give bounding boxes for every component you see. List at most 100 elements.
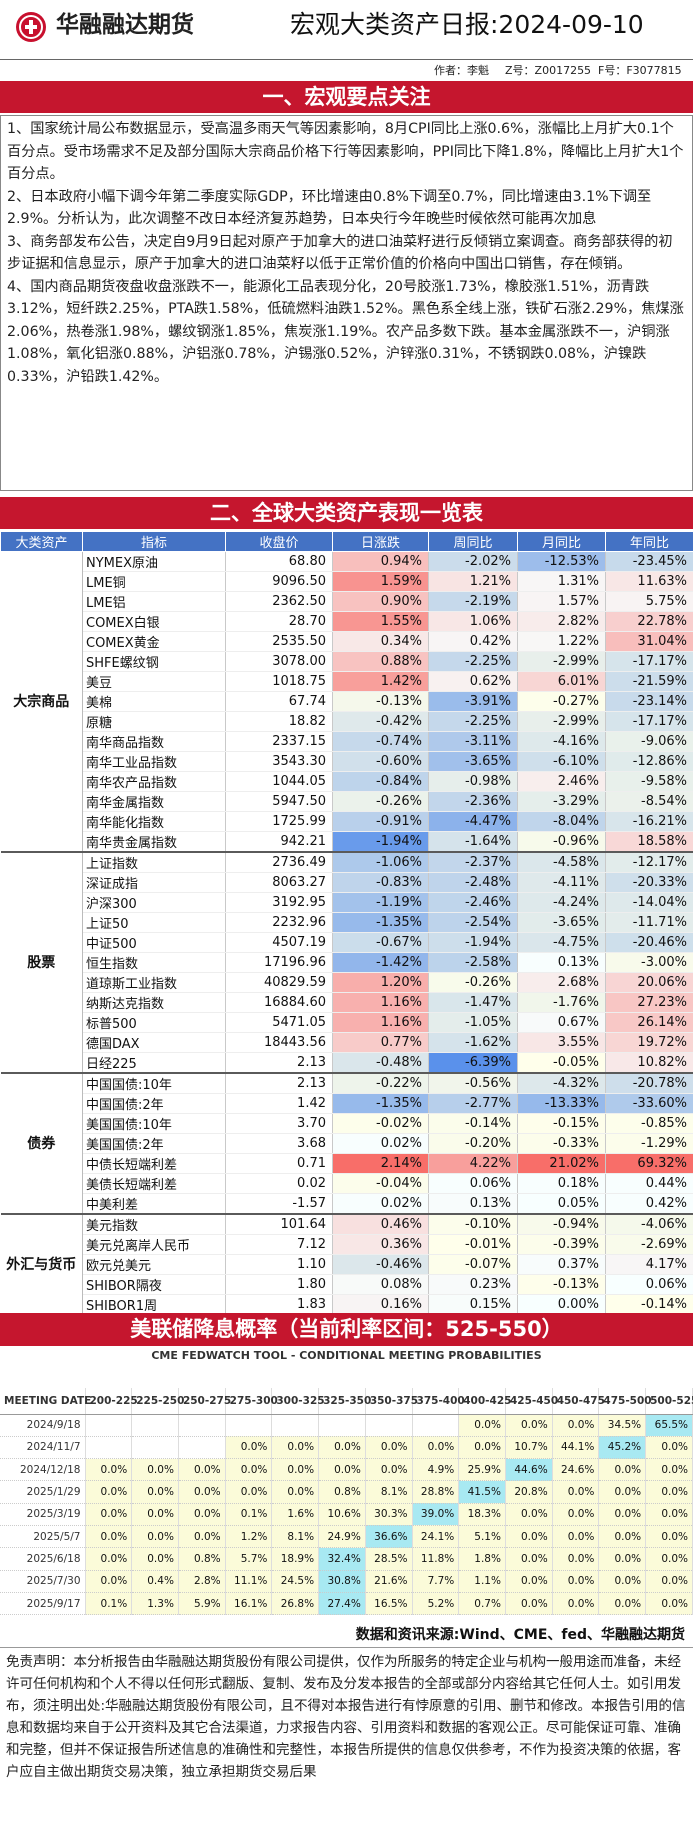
- monthly-change: 6.01%: [517, 671, 606, 692]
- rate-probability: 0.0%: [645, 1592, 693, 1616]
- rate-probability: 0.0%: [552, 1592, 600, 1616]
- rate-probability: 0.4%: [131, 1570, 179, 1593]
- close-price: 18443.56: [225, 1032, 333, 1053]
- yearly-change: -16.21%: [605, 811, 693, 832]
- daily-change: 0.36%: [332, 1234, 429, 1255]
- z-number: Z号：Z0017255: [505, 64, 592, 77]
- asset-row: SHIBOR1周 1.83 0.16% 0.15% 0.00% -0.14%: [1, 1294, 693, 1316]
- monthly-change: 21.02%: [517, 1153, 606, 1174]
- meeting-date: 2025/6/18: [0, 1547, 86, 1571]
- rate-probability: 0.0%: [552, 1503, 600, 1526]
- meeting-date: 2024/9/18: [0, 1414, 86, 1437]
- close-price: 1.42: [225, 1093, 333, 1114]
- weekly-change: -2.54%: [428, 912, 518, 933]
- rate-probability: 0.0%: [552, 1547, 600, 1571]
- daily-change: -0.02%: [332, 1113, 429, 1134]
- close-price: 1018.75: [225, 671, 333, 692]
- asset-row: 日经225 2.13 -0.48% -6.39% -0.05% 10.82%: [1, 1052, 693, 1074]
- close-price: 1.80: [225, 1274, 333, 1295]
- weekly-change: -0.56%: [428, 1073, 518, 1094]
- asset-row: 中证500 4507.19 -0.67% -1.94% -4.75% -20.46%: [1, 932, 693, 953]
- rate-probability: 1.8%: [458, 1547, 506, 1571]
- rate-probability: 44.6%: [505, 1458, 553, 1482]
- asset-name: 原糖: [82, 711, 226, 732]
- asset-col-header: 周同比: [428, 531, 518, 552]
- rate-probability: 7.7%: [412, 1570, 460, 1593]
- daily-change: 0.08%: [332, 1274, 429, 1295]
- weekly-change: 0.62%: [428, 671, 518, 692]
- daily-change: 1.42%: [332, 671, 429, 692]
- rate-probability: 0.0%: [131, 1458, 179, 1482]
- yearly-change: 4.17%: [605, 1254, 693, 1275]
- close-price: 28.70: [225, 611, 333, 632]
- close-price: 2337.15: [225, 731, 333, 752]
- asset-name: SHIBOR隔夜: [82, 1274, 226, 1295]
- asset-row: 美债长短端利差 0.02 -0.04% 0.06% 0.18% 0.44%: [1, 1173, 693, 1194]
- fedwatch-title: CME FEDWATCH TOOL - CONDITIONAL MEETING …: [151, 1349, 542, 1362]
- rate-probability: 0.0%: [598, 1525, 647, 1549]
- daily-change: 0.02%: [332, 1133, 429, 1154]
- fedwatch-col-header: 225-250: [131, 1388, 184, 1415]
- asset-name: 道琼斯工业指数: [82, 972, 226, 993]
- monthly-change: 0.00%: [517, 1294, 606, 1316]
- close-price: 7.12: [225, 1234, 333, 1255]
- close-price: 16884.60: [225, 992, 333, 1013]
- weekly-change: 1.21%: [428, 571, 518, 592]
- rate-probability: 0.0%: [598, 1458, 647, 1482]
- meeting-date: 2025/5/7: [0, 1525, 86, 1549]
- fedwatch-row: 2024/9/18 0.0% 0.0% 0.0% 34.5% 65.5%: [0, 1414, 693, 1437]
- asset-name: 南华工业品指数: [82, 751, 226, 772]
- yearly-change: 5.75%: [605, 591, 693, 612]
- rate-probability: 0.0%: [645, 1436, 693, 1460]
- rate-probability: 0.0%: [178, 1503, 226, 1526]
- monthly-change: 1.31%: [517, 571, 606, 592]
- asset-name: 欧元兑美元: [82, 1254, 226, 1275]
- close-price: 1.83: [225, 1294, 333, 1316]
- asset-row: COMEX白银 28.70 1.55% 1.06% 2.82% 22.78%: [1, 611, 693, 632]
- close-price: 2362.50: [225, 591, 333, 612]
- weekly-change: 0.13%: [428, 1193, 518, 1215]
- fedwatch-col-header: MEETING DATE: [0, 1388, 91, 1415]
- fedwatch-row: 2025/1/29 0.0% 0.0% 0.0% 0.0% 0.0% 0.8% 8.1% 28.…: [0, 1480, 693, 1504]
- f-number: F号：F3077815: [598, 64, 682, 77]
- asset-name: 美豆: [82, 671, 226, 692]
- rate-probability: 0.0%: [552, 1570, 600, 1593]
- monthly-change: -0.13%: [517, 1274, 606, 1295]
- rate-probability: 39.0%: [412, 1503, 460, 1526]
- asset-row: 中国国债:2年 1.42 -1.35% -2.77% -13.33% -33.60%: [1, 1093, 693, 1114]
- daily-change: -0.46%: [332, 1254, 429, 1275]
- yearly-change: -11.71%: [605, 912, 693, 933]
- rate-probability: 0.0%: [271, 1436, 320, 1460]
- yearly-change: -4.06%: [605, 1214, 693, 1235]
- weekly-change: -2.37%: [428, 852, 518, 873]
- rate-probability: 0.0%: [225, 1436, 273, 1460]
- monthly-change: -3.29%: [517, 791, 606, 812]
- news-item: 3、商务部发布公告，决定自9月9日起对原产于加拿大的进口油菜籽进行反倾销立案调查…: [7, 233, 673, 273]
- rate-probability: 5.1%: [458, 1525, 506, 1549]
- daily-change: 0.16%: [332, 1294, 429, 1316]
- asset-name: 中美利差: [82, 1193, 226, 1215]
- asset-row: 大宗商品 NYMEX原油 68.80 0.94% -2.02% -12.53% -23.45…: [0, 551, 693, 853]
- asset-name: 深证成指: [82, 872, 226, 893]
- section1-banner: 一、宏观要点关注: [0, 81, 693, 113]
- rate-probability: 0.0%: [645, 1525, 693, 1549]
- news-item: 1、国家统计局公布数据显示，受高温多雨天气等因素影响，8月CPI同比上涨0.6%…: [7, 121, 684, 182]
- asset-name: 美债长短端利差: [82, 1173, 226, 1194]
- yearly-change: -20.46%: [605, 932, 693, 953]
- asset-row: 南华工业品指数 3543.30 -0.60% -3.65% -6.10% -12.86%: [1, 751, 693, 772]
- close-price: 40829.59: [225, 972, 333, 993]
- weekly-change: -6.39%: [428, 1052, 518, 1074]
- asset-name: LME铜: [82, 571, 226, 592]
- close-price: 67.74: [225, 691, 333, 712]
- data-source: 数据和资讯来源:Wind、CME、fed、华融融达期货: [355, 1627, 685, 1643]
- asset-row: 美豆 1018.75 1.42% 0.62% 6.01% -21.59%: [1, 671, 693, 692]
- close-price: 9096.50: [225, 571, 333, 592]
- daily-change: -0.67%: [332, 932, 429, 953]
- weekly-change: 0.23%: [428, 1274, 518, 1295]
- asset-row: 道琼斯工业指数 40829.59 1.20% -0.26% 2.68% 20.06%: [1, 972, 693, 993]
- daily-change: -1.06%: [332, 852, 429, 873]
- weekly-change: -0.98%: [428, 771, 518, 792]
- rate-probability: 0.0%: [225, 1480, 273, 1504]
- rate-probability: 0.0%: [598, 1480, 647, 1504]
- close-price: 3543.30: [225, 751, 333, 772]
